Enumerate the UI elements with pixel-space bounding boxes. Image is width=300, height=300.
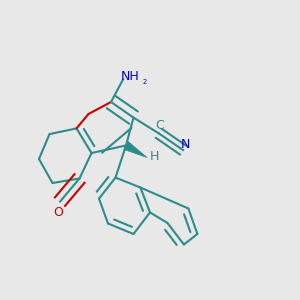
Text: N: N <box>181 138 190 151</box>
Text: O: O <box>54 206 63 219</box>
Text: NH: NH <box>121 70 140 83</box>
Text: C: C <box>155 119 164 133</box>
Text: $_2$: $_2$ <box>142 77 147 87</box>
Text: H: H <box>150 149 159 163</box>
Polygon shape <box>124 142 147 158</box>
